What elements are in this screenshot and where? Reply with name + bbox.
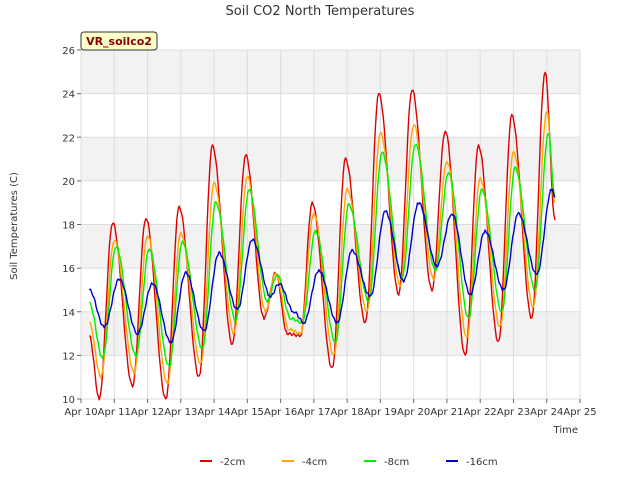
x-tick-label: Apr 19	[364, 407, 397, 418]
series-line-0	[88, 71, 556, 401]
x-axis-ticks: Apr 10 Apr 11 Apr 12 Apr 13 Apr 14 Apr 15 Apr …	[64, 399, 597, 418]
legend-label-2: -8cm	[384, 457, 409, 468]
y-tick-label: 26	[62, 46, 75, 57]
y-axis-label: Soil Temperatures (C)	[9, 172, 20, 280]
x-axis-label: Time	[553, 425, 578, 436]
y-tick-label: 24	[62, 90, 75, 101]
x-tick-label: Apr 10	[64, 407, 97, 418]
annotation-label: VR_soilco2	[86, 35, 152, 48]
y-tick-label: 22	[62, 133, 75, 144]
x-tick-label: Apr 25	[563, 407, 596, 418]
y-tick-label: 14	[62, 308, 75, 319]
x-tick-label: Apr 15	[231, 407, 264, 418]
series-line-1	[89, 111, 556, 385]
plot-band	[81, 50, 580, 94]
y-tick-label: 20	[62, 177, 75, 188]
legend-label-1: -4cm	[302, 457, 327, 468]
chart-title: Soil CO2 North Temperatures	[226, 4, 415, 19]
x-tick-label: Apr 16	[264, 407, 297, 418]
legend: -2cm -4cm -8cm -16cm	[200, 457, 498, 468]
series-line-2	[89, 132, 556, 367]
legend-label-3: -16cm	[466, 457, 498, 468]
x-tick-label: Apr 20	[397, 407, 430, 418]
series-line-3	[88, 188, 556, 344]
annotation-box: VR_soilco2	[80, 31, 158, 51]
y-tick-label: 10	[62, 395, 75, 406]
x-tick-label: Apr 22	[464, 407, 497, 418]
x-tick-label: Apr 12	[131, 407, 164, 418]
y-tick-label: 12	[62, 351, 75, 362]
x-tick-label: Apr 23	[497, 407, 530, 418]
legend-label-0: -2cm	[220, 457, 245, 468]
x-tick-label: Apr 14	[197, 407, 230, 418]
x-tick-label: Apr 17	[297, 407, 330, 418]
plot-band	[81, 224, 580, 269]
y-tick-label: 16	[62, 264, 75, 275]
plot-band	[81, 137, 580, 181]
x-tick-label: Apr 13	[164, 407, 197, 418]
y-axis-ticks: 10 12 14 16 18 20 22 24 26	[62, 46, 81, 406]
data-series	[88, 71, 556, 401]
x-tick-label: Apr 21	[430, 407, 463, 418]
x-tick-label: Apr 24	[530, 407, 563, 418]
y-tick-label: 18	[62, 221, 75, 232]
x-tick-label: Apr 11	[98, 407, 131, 418]
x-tick-label: Apr 18	[331, 407, 364, 418]
